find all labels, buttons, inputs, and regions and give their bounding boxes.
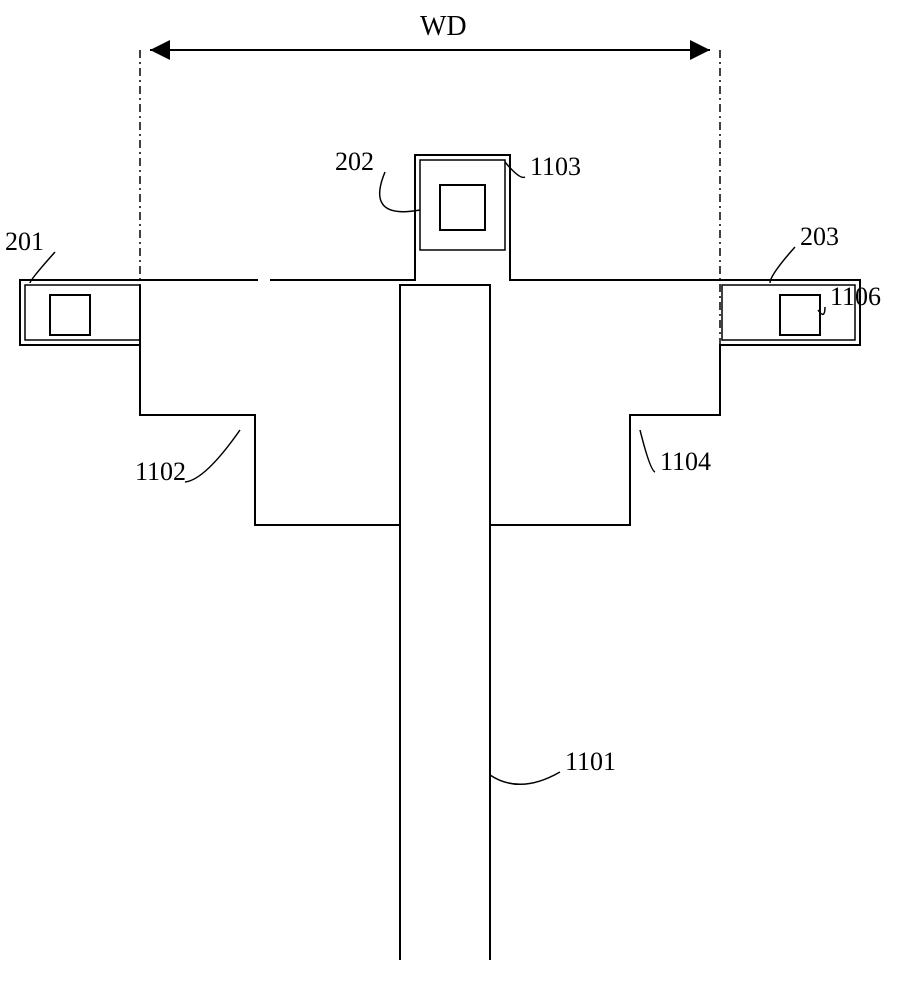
label-1101: 1101 (565, 747, 616, 776)
label-1103: 1103 (530, 152, 581, 181)
label-1106: 1106 (830, 282, 881, 311)
label-201: 201 (5, 227, 44, 256)
leader-1101 (490, 772, 560, 784)
left-box-outer (25, 285, 140, 340)
leader-1104 (640, 430, 655, 472)
slot-line (400, 285, 490, 525)
main-outline (20, 155, 860, 960)
center-box-outer (420, 160, 505, 250)
label-203: 203 (800, 222, 839, 251)
label-1104: 1104 (660, 447, 711, 476)
leader-202 (380, 172, 420, 212)
wd-label: WD (420, 11, 467, 42)
right-box-inner (780, 295, 820, 335)
label-1102: 1102 (135, 457, 186, 486)
label-202: 202 (335, 147, 374, 176)
center-box-inner (440, 185, 485, 230)
leader-201 (30, 252, 55, 283)
leader-203 (770, 247, 795, 283)
left-box-inner (50, 295, 90, 335)
leader-1102 (185, 430, 240, 482)
leader-1103 (505, 162, 525, 177)
technical-diagram: WD 201 202 1103 203 1106 1102 1104 1101 (0, 0, 904, 1000)
